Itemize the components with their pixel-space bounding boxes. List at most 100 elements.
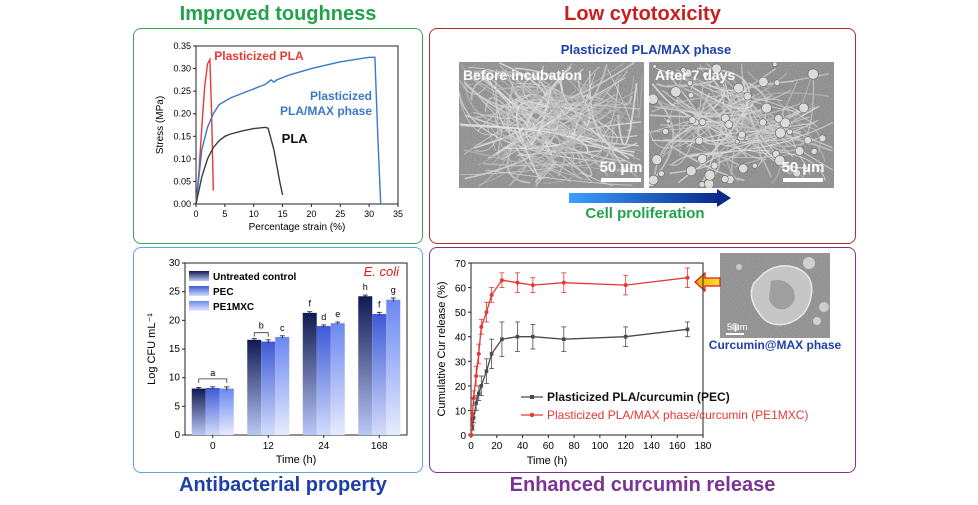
bar-significance-letter: f — [378, 299, 381, 309]
stress-strain-chart: 0 5 10 15 20 25 30 35 0.00 0.05 0.10 0.15 0.20 0.25 0.… — [155, 41, 403, 233]
sem-title: Plasticized PLA/MAX phase — [561, 42, 732, 57]
release-point-0 — [515, 334, 520, 339]
stress-y-tick-label: 0.25 — [173, 86, 191, 96]
sem-after-label: After 7 days — [655, 67, 735, 83]
release-x-tick-label: 40 — [517, 441, 529, 452]
curcumin-max-inset-image — [720, 253, 830, 338]
stress-y-tick-label: 0.10 — [173, 154, 191, 164]
release-heading: Enhanced curcumin release — [509, 474, 776, 496]
release-point-1 — [470, 413, 475, 418]
stress-series-line-0 — [195, 56, 214, 205]
stress-x-tick-label: 15 — [278, 209, 288, 219]
release-y-tick-label: 20 — [455, 382, 467, 393]
bar-legend-swatch-2 — [189, 301, 209, 311]
curcumin-release-chart: 5 µm Curcumin@MAX phase 0 20 40 60 80 100 120 1… — [436, 253, 842, 467]
bar-168-1 — [372, 314, 387, 435]
release-point-0 — [484, 369, 489, 373]
bar-x-tick-label: 12 — [263, 441, 275, 452]
release-point-1 — [561, 280, 566, 285]
stress-x-tick-label: 25 — [335, 209, 345, 219]
highlight-arrow — [694, 271, 721, 293]
bar-0-1 — [205, 387, 220, 435]
cytotoxicity-heading: Low cytotoxicity — [564, 3, 721, 25]
bar-significance-letter: d — [321, 312, 326, 322]
stress-y-tick-label: 0.35 — [173, 41, 191, 51]
bar-significance-letter: b — [259, 321, 264, 331]
release-point-1 — [479, 324, 484, 329]
release-y-tick-label: 50 — [455, 308, 467, 319]
sem-after-image — [649, 62, 834, 188]
release-y-axis-label: Cumulative Cur release (%) — [436, 281, 448, 416]
release-point-0 — [685, 327, 690, 332]
bar-bracket — [198, 378, 228, 383]
bar-y-tick-label: 5 — [174, 401, 180, 412]
inset-scale-bar — [726, 333, 744, 335]
bar-0-2 — [219, 388, 234, 435]
release-point-0 — [489, 352, 494, 356]
bar-x-tick-label: 24 — [318, 441, 330, 452]
release-legend-marker-0 — [530, 395, 534, 399]
inset-caption: Curcumin@MAX phase — [709, 338, 842, 352]
bar-x-axis-label: Time (h) — [276, 454, 317, 466]
release-point-1 — [623, 283, 628, 288]
bar-y-tick-label: 30 — [169, 258, 181, 269]
bar-0-0 — [191, 388, 206, 435]
release-point-1 — [474, 374, 479, 379]
release-point-1 — [685, 275, 690, 280]
sem-before-image — [459, 62, 644, 188]
sem-before-label: Before incubation — [463, 67, 582, 83]
stress-x-axis-label: Percentage strain (%) — [249, 222, 346, 233]
release-x-axis-label: Time (h) — [527, 455, 568, 467]
bar-significance-letter: h — [363, 282, 368, 292]
sem-scale-right: 50 µm — [782, 159, 825, 176]
release-series-line-1 — [470, 277, 688, 436]
bar-24-2 — [330, 323, 345, 435]
stress-x-tick-label: 20 — [306, 209, 316, 219]
bar-x-tick-label: 0 — [210, 441, 216, 452]
stress-x-tick-label: 10 — [249, 209, 259, 219]
release-x-tick-label: 60 — [543, 441, 555, 452]
bar-legend-swatch-1 — [189, 286, 209, 296]
release-y-tick-label: 0 — [460, 431, 466, 442]
release-point-0 — [500, 337, 504, 341]
release-point-1 — [530, 283, 535, 288]
release-point-1 — [469, 433, 473, 437]
release-x-tick-label: 180 — [695, 441, 712, 452]
stress-x-tick-label: 0 — [193, 209, 198, 219]
bar-legend-swatch-0 — [189, 271, 209, 281]
bar-legend-label-0: Untreated control — [213, 272, 297, 283]
release-x-tick-label: 140 — [643, 441, 660, 452]
release-x-tick-label: 20 — [491, 441, 503, 452]
antibacterial-bar-chart: 0 5 10 15 20 25 30 Log CFU mL⁻¹ Time (h) E. coli 0… — [146, 258, 408, 466]
stress-series-label-1: PLA/MAX phase — [280, 104, 372, 118]
release-x-tick-label: 0 — [468, 441, 474, 452]
stress-y-tick-label: 0.20 — [173, 109, 191, 119]
bar-12-0 — [247, 339, 262, 435]
release-legend-label-1: Plasticized PLA/MAX phase/curcumin (PE1M… — [547, 408, 808, 422]
bar-legend-label-2: PE1MXC — [213, 302, 254, 313]
bar-y-tick-label: 10 — [169, 373, 181, 384]
bar-y-tick-label: 25 — [169, 287, 181, 298]
release-point-0 — [479, 384, 484, 388]
release-x-tick-label: 120 — [617, 441, 634, 452]
bar-y-tick-label: 20 — [169, 315, 181, 326]
bar-12-2 — [275, 336, 290, 435]
antibacterial-heading: Antibacterial property — [179, 474, 387, 496]
release-point-0 — [623, 334, 628, 339]
stress-x-tick-label: 30 — [364, 209, 374, 219]
release-point-1 — [484, 310, 489, 315]
bar-168-0 — [358, 296, 373, 435]
bar-legend-label-1: PEC — [213, 287, 234, 298]
bar-x-tick-label: 168 — [371, 441, 388, 452]
stress-y-tick-label: 0.15 — [173, 131, 191, 141]
release-y-tick-label: 10 — [455, 406, 467, 417]
release-y-tick-label: 40 — [455, 333, 467, 344]
proliferation-label: Cell proliferation — [585, 205, 704, 222]
stress-series-line-1 — [195, 56, 382, 205]
sem-images: Plasticized PLA/MAX phase Before incubat… — [459, 42, 834, 222]
bar-significance-letter: f — [308, 299, 311, 309]
release-point-1 — [489, 292, 494, 297]
release-y-tick-label: 70 — [455, 259, 467, 270]
release-point-1 — [499, 278, 504, 283]
release-point-0 — [471, 416, 476, 420]
